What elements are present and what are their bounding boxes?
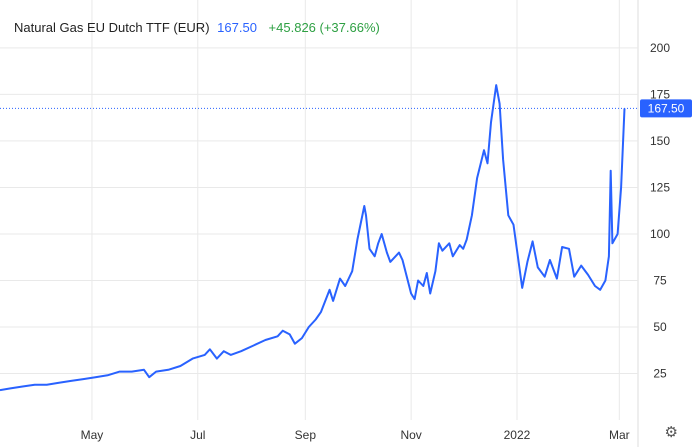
last-price-label: 167.50 bbox=[648, 101, 685, 115]
x-tick-label: Sep bbox=[295, 428, 317, 442]
x-axis-ticks: May Jul Sep Nov 2022 Mar bbox=[81, 428, 630, 442]
y-tick-label: 25 bbox=[653, 366, 667, 380]
y-tick-label: 100 bbox=[650, 227, 670, 241]
y-tick-label: 125 bbox=[650, 180, 670, 194]
y-tick-label: 200 bbox=[650, 41, 670, 55]
grid-lines bbox=[0, 0, 639, 447]
chart-header: Natural Gas EU Dutch TTF (EUR) 167.50 +4… bbox=[14, 20, 380, 35]
x-tick-label: Nov bbox=[400, 428, 421, 442]
last-price-badge bbox=[640, 99, 692, 118]
y-tick-label: 150 bbox=[650, 134, 670, 148]
y-tick-label: 75 bbox=[653, 273, 667, 287]
price-line bbox=[0, 84, 626, 392]
price-line-series bbox=[0, 84, 626, 392]
x-tick-label: Mar bbox=[609, 428, 630, 442]
last-price: 167.50 bbox=[217, 20, 257, 35]
x-tick-label: Jul bbox=[190, 428, 205, 442]
y-axis-ticks: 25 50 75 100 125 150 175 200 bbox=[650, 41, 670, 381]
gear-icon[interactable]: ⚙ bbox=[664, 424, 678, 441]
y-tick-label: 50 bbox=[653, 320, 667, 334]
y-tick-label: 175 bbox=[650, 87, 670, 101]
x-tick-label: May bbox=[81, 428, 104, 442]
last-price-marker: 167.50 bbox=[0, 99, 692, 118]
instrument-name: Natural Gas EU Dutch TTF (EUR) bbox=[14, 20, 210, 35]
price-change: +45.826 (+37.66%) bbox=[268, 20, 380, 35]
x-tick-label: 2022 bbox=[504, 428, 531, 442]
